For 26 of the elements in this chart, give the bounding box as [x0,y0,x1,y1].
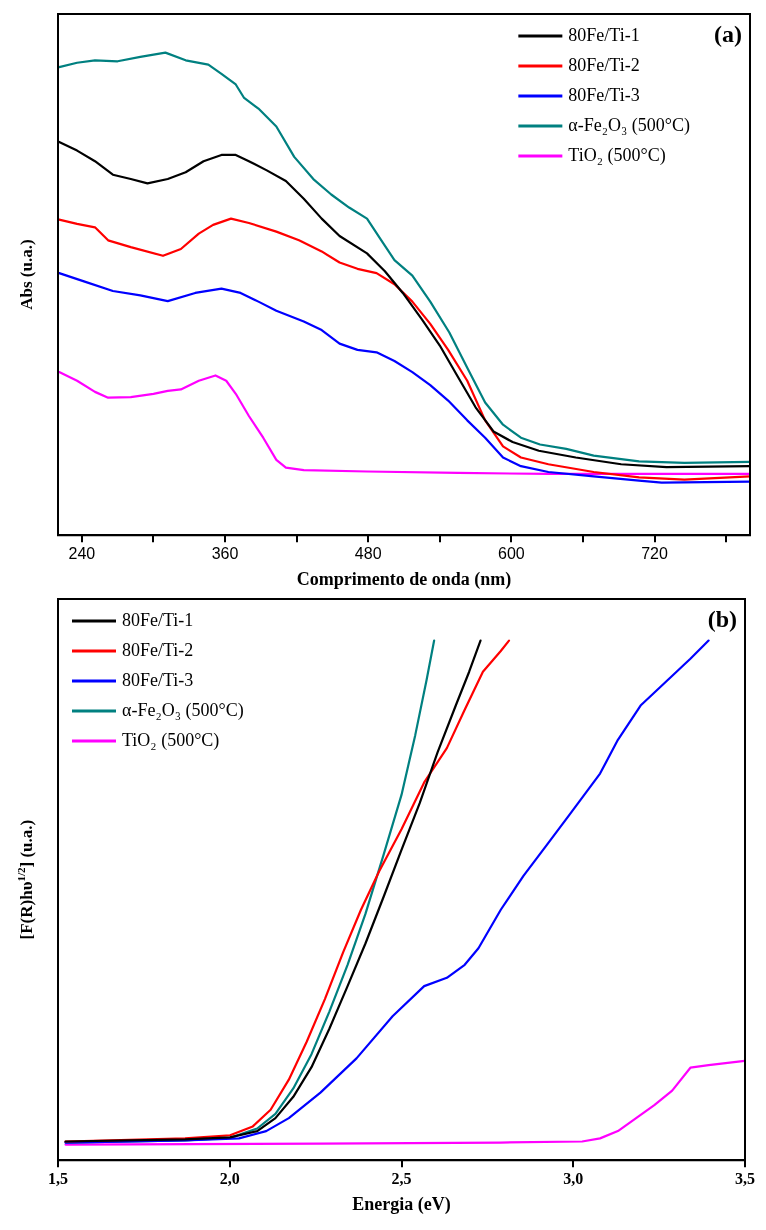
x-tick-label: 240 [68,545,96,563]
x-tick-label: 360 [211,545,239,563]
x-tick-label: 720 [641,545,668,563]
x-tick-label: 600 [498,545,525,563]
x-axis-title: Comprimento de onda (nm) [296,568,512,590]
legend-label: 80Fe/Ti-2 [568,54,640,75]
y-axis-title: [F(R)hυ1/2] (u.a.) [14,819,37,940]
x-tick-label: 3,5 [735,1169,755,1187]
x-tick-label: 2,5 [391,1169,412,1187]
x-tick-label: 2,0 [219,1169,240,1187]
text: (a) [714,21,742,48]
legend-label: α-Fe₂O₃ (500°C) [568,114,691,136]
text: (b) [707,606,737,633]
x-tick-label: 3,0 [563,1169,584,1187]
y-axis-title: Abs (u.a.) [17,239,37,310]
legend-label: α-Fe₂O₃ (500°C) [122,699,244,721]
legend-label: TiO₂ (500°C) [122,729,220,751]
legend-label: 80Fe/Ti-2 [122,639,194,660]
x-tick-label: 480 [354,545,382,563]
x-tick-label: 1,5 [48,1169,68,1187]
legend-label: 80Fe/Ti-3 [568,84,640,105]
legend-label: 80Fe/Ti-3 [122,669,194,690]
x-axis-title: Energia (eV) [352,1193,451,1215]
legend-label: TiO₂ (500°C) [568,144,666,166]
legend-label: 80Fe/Ti-1 [122,609,194,630]
legend-label: 80Fe/Ti-1 [568,24,640,45]
